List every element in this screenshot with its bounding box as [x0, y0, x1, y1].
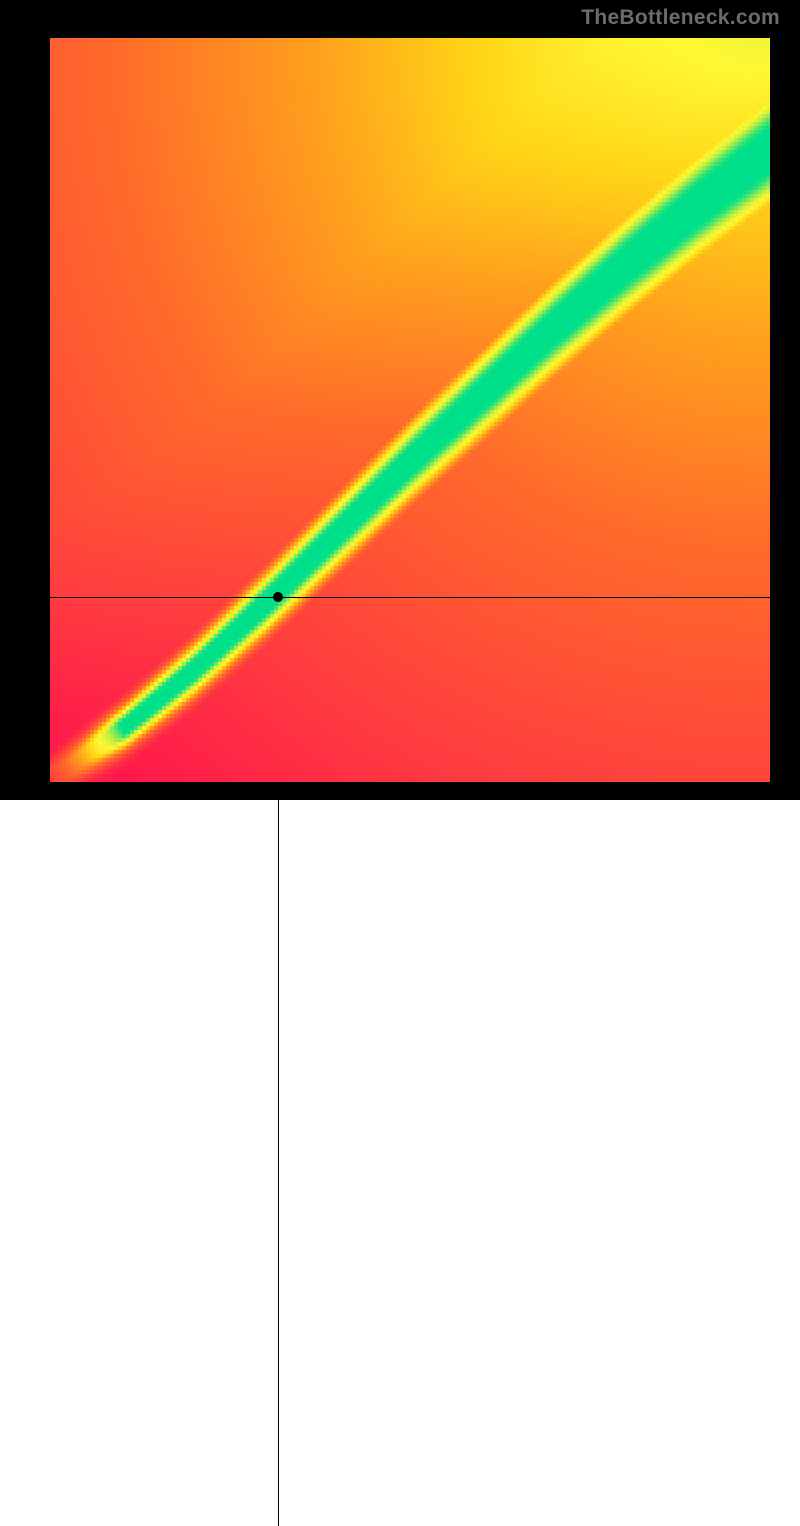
crosshair-marker	[273, 592, 283, 602]
heatmap-canvas	[50, 38, 770, 782]
crosshair-vertical	[278, 782, 279, 1526]
plot-area	[50, 38, 770, 782]
crosshair-horizontal	[50, 597, 770, 598]
chart-stage: TheBottleneck.com	[0, 0, 800, 800]
attribution-text: TheBottleneck.com	[581, 6, 780, 30]
